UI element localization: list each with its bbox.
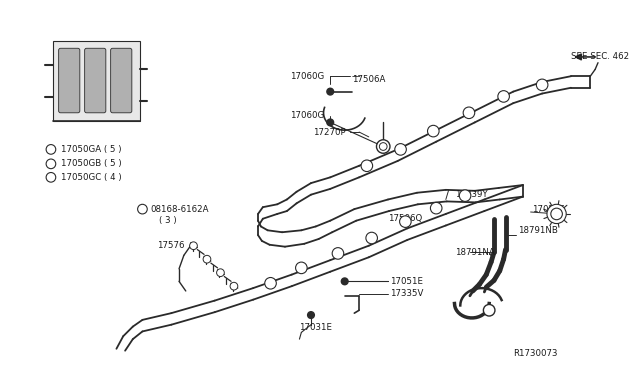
Text: 17576: 17576 [157,241,184,250]
Circle shape [296,262,307,274]
Circle shape [341,278,348,285]
Circle shape [483,304,495,316]
Text: 17339Y: 17339Y [456,190,488,199]
Circle shape [46,173,56,182]
Circle shape [308,312,314,318]
Circle shape [189,242,197,250]
Circle shape [460,190,471,201]
Circle shape [366,232,378,244]
Text: 18791NA: 18791NA [456,248,495,257]
Text: 17270P: 17270P [313,128,346,137]
Text: 17335V: 17335V [390,289,423,298]
Text: 08168-6162A: 08168-6162A [150,205,209,214]
Text: ( 3 ): ( 3 ) [159,216,177,225]
Text: R1730073: R1730073 [513,349,557,358]
Text: 17060G: 17060G [290,72,324,81]
Circle shape [138,204,147,214]
Text: 17050GC ( 4 ): 17050GC ( 4 ) [61,173,121,182]
Text: SEE SEC. 462: SEE SEC. 462 [571,52,629,61]
Circle shape [395,144,406,155]
Circle shape [399,216,411,227]
FancyBboxPatch shape [59,48,80,113]
Text: 17050F: 17050F [532,205,565,214]
Circle shape [551,208,563,220]
Circle shape [46,145,56,154]
FancyBboxPatch shape [53,41,140,121]
Circle shape [332,248,344,259]
FancyBboxPatch shape [111,48,132,113]
Circle shape [203,255,211,263]
Circle shape [428,125,439,137]
Text: B: B [51,161,55,166]
Circle shape [46,159,56,169]
Circle shape [361,160,372,171]
Text: —: — [351,72,360,81]
Circle shape [265,278,276,289]
FancyBboxPatch shape [84,48,106,113]
Circle shape [536,79,548,91]
Circle shape [547,204,566,224]
Circle shape [431,202,442,214]
Text: C: C [51,175,55,180]
Text: A: A [51,147,55,152]
Text: 17050GB ( 5 ): 17050GB ( 5 ) [61,159,121,169]
Circle shape [380,142,387,150]
Circle shape [230,282,238,290]
Circle shape [216,269,224,276]
Circle shape [463,107,475,119]
Text: 17506A: 17506A [353,75,386,84]
Circle shape [498,91,509,102]
Circle shape [327,119,333,126]
Text: 17051E: 17051E [390,277,423,286]
Text: 17031E: 17031E [300,323,332,332]
Circle shape [376,140,390,153]
Text: 17050GA ( 5 ): 17050GA ( 5 ) [61,145,121,154]
Text: 17506Q: 17506Q [388,214,422,223]
Circle shape [327,88,333,95]
Text: B: B [143,206,146,212]
Text: 17060G: 17060G [290,111,324,120]
Text: 18791NB: 18791NB [518,226,558,235]
